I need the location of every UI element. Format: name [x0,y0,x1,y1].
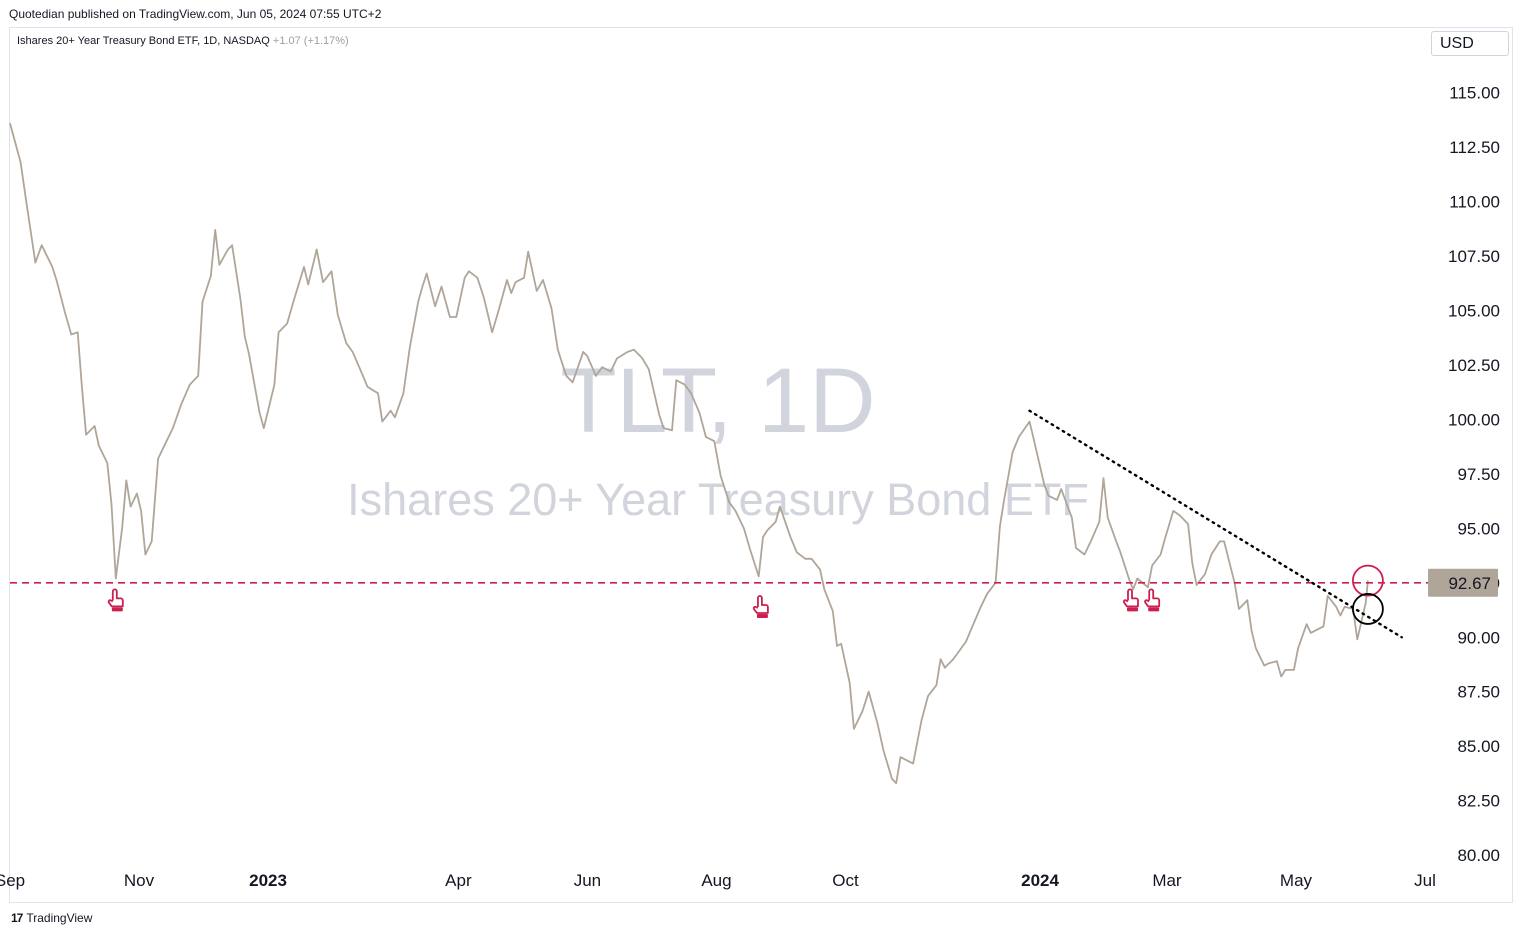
x-tick-label: Sep [0,871,25,890]
x-tick-label: 2024 [1021,871,1059,890]
y-tick-label: 115.00 [1449,84,1500,103]
pointing-hand-icon[interactable] [1144,588,1161,612]
y-tick-label: 110.00 [1449,193,1500,212]
published-caption: Quotedian published on TradingView.com, … [9,7,382,21]
pointing-hand-icon[interactable] [752,595,769,618]
y-tick-label: 82.50 [1457,792,1500,811]
y-tick-label: 102.50 [1448,356,1500,375]
x-tick-label: Oct [832,871,859,890]
y-tick-label: 112.50 [1449,138,1500,157]
y-axis[interactable]: 115.00 112.50 110.00 107.50 105.00 102.50 100.… [1448,84,1500,865]
watermark-symbol: TLT, 1D [560,350,875,452]
symbol-legend[interactable]: Ishares 20+ Year Treasury Bond ETF, 1D, … [17,35,349,47]
x-tick-label: May [1280,871,1313,890]
x-tick-label: Apr [445,871,472,890]
pointing-hand-icon[interactable] [107,588,124,612]
y-tick-label: 85.00 [1457,737,1500,756]
watermark-description: Ishares 20+ Year Treasury Bond ETF [347,474,1089,525]
trendline-layer[interactable] [1028,409,1403,639]
x-tick-label: Jul [1414,871,1436,890]
x-tick-label: Nov [124,871,155,890]
legend-change: +1.07 (+1.17%) [272,35,349,47]
y-tick-label: 100.00 [1448,410,1500,429]
last-price-tag-bg [1428,568,1498,597]
legend-symbol: Ishares 20+ Year Treasury Bond ETF, 1D, … [17,35,270,47]
footer-brand-label: TradingView [26,911,93,925]
x-tick-label: Mar [1152,871,1182,890]
last-price-tag: 92.67 [1428,568,1498,597]
y-tick-label: 80.00 [1457,846,1500,865]
highlight-circle-black[interactable] [1351,593,1384,625]
y-tick-label: 105.00 [1448,302,1500,321]
marker-layer[interactable] [107,588,1161,618]
x-tick-label: Aug [701,871,731,890]
last-price-label: 92.67 [1448,574,1491,593]
footer-brand[interactable]: 17 TradingView [11,911,92,925]
x-axis[interactable]: Sep Nov 2023 Apr Jun Aug Oct 2024 Mar May Jul [0,871,1436,890]
price-series-line [9,122,1369,785]
x-tick-label: 2023 [249,871,287,890]
chart-pane[interactable] [9,27,1513,903]
currency-selector[interactable]: USD [1431,31,1509,56]
y-tick-label: 90.00 [1457,628,1500,647]
tradingview-logo-icon: 17 [11,911,23,925]
y-tick-label: 87.50 [1457,683,1500,702]
highlight-circle-red[interactable] [1351,564,1384,597]
y-tick-label: 95.00 [1457,519,1500,538]
y-tick-label: 97.50 [1457,465,1500,484]
series-layer [9,122,1369,785]
y-tick-label: 107.50 [1448,247,1500,266]
x-tick-label: Jun [574,871,601,890]
dotted-trendline[interactable] [1028,409,1403,639]
pointing-hand-icon[interactable] [1122,588,1139,612]
currency-label: USD [1440,35,1474,52]
watermark: TLT, 1D Ishares 20+ Year Treasury Bond E… [347,350,1089,525]
